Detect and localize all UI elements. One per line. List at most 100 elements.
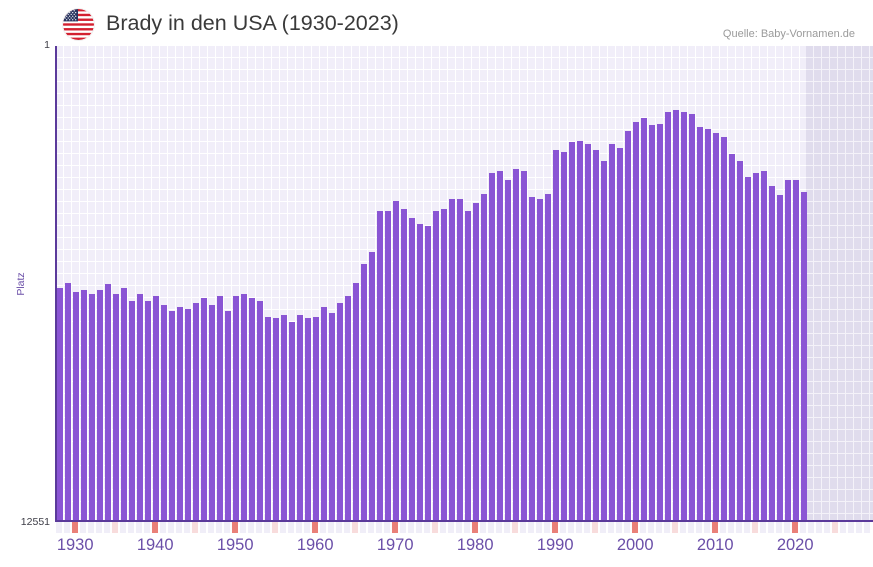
- bar[interactable]: [136, 293, 143, 521]
- bar[interactable]: [424, 225, 431, 521]
- bar[interactable]: [144, 301, 151, 521]
- bar[interactable]: [152, 295, 159, 521]
- bar[interactable]: [208, 305, 215, 521]
- bar[interactable]: [512, 168, 519, 521]
- bar[interactable]: [56, 288, 63, 521]
- x-axis-line: [55, 520, 873, 522]
- bar[interactable]: [496, 170, 503, 521]
- bar[interactable]: [480, 193, 487, 521]
- bar[interactable]: [784, 180, 791, 521]
- bar[interactable]: [592, 150, 599, 521]
- bar[interactable]: [488, 172, 495, 521]
- bar[interactable]: [176, 307, 183, 521]
- bar[interactable]: [240, 293, 247, 521]
- bar[interactable]: [168, 310, 175, 521]
- bar[interactable]: [624, 131, 631, 521]
- bar[interactable]: [88, 293, 95, 521]
- bar[interactable]: [184, 309, 191, 521]
- x-tick-mark: [496, 522, 503, 533]
- bar[interactable]: [648, 125, 655, 521]
- bar[interactable]: [456, 199, 463, 521]
- bar[interactable]: [728, 153, 735, 521]
- bar[interactable]: [440, 208, 447, 521]
- bar[interactable]: [336, 303, 343, 521]
- bar[interactable]: [464, 210, 471, 521]
- bar[interactable]: [192, 303, 199, 521]
- bar[interactable]: [672, 110, 679, 521]
- bar[interactable]: [696, 127, 703, 521]
- bar[interactable]: [584, 144, 591, 521]
- bar[interactable]: [232, 295, 239, 521]
- bar[interactable]: [304, 318, 311, 521]
- bar[interactable]: [520, 170, 527, 521]
- bar[interactable]: [216, 295, 223, 521]
- bar[interactable]: [272, 318, 279, 521]
- bar[interactable]: [200, 297, 207, 521]
- bar[interactable]: [744, 176, 751, 521]
- bar[interactable]: [528, 197, 535, 521]
- bar[interactable]: [416, 223, 423, 521]
- bar[interactable]: [160, 305, 167, 521]
- bar[interactable]: [352, 282, 359, 521]
- bar[interactable]: [560, 151, 567, 521]
- bar[interactable]: [800, 191, 807, 521]
- bar[interactable]: [256, 301, 263, 521]
- bar[interactable]: [96, 290, 103, 521]
- bar[interactable]: [720, 136, 727, 521]
- bar[interactable]: [112, 293, 119, 521]
- bar[interactable]: [344, 295, 351, 521]
- bar[interactable]: [128, 301, 135, 521]
- bar[interactable]: [472, 203, 479, 521]
- x-axis-tick-label: 2020: [776, 536, 814, 554]
- bar[interactable]: [704, 129, 711, 521]
- x-tick-mark: [744, 522, 751, 533]
- bar[interactable]: [368, 252, 375, 521]
- bar[interactable]: [776, 195, 783, 521]
- bar[interactable]: [608, 144, 615, 521]
- x-tick-mark: [328, 522, 335, 533]
- x-tick-mark: [352, 522, 359, 533]
- bar[interactable]: [760, 170, 767, 521]
- bar[interactable]: [544, 193, 551, 521]
- bar[interactable]: [680, 112, 687, 521]
- bar[interactable]: [104, 284, 111, 521]
- bar[interactable]: [280, 314, 287, 521]
- bar[interactable]: [80, 290, 87, 521]
- bar[interactable]: [328, 312, 335, 521]
- bar[interactable]: [640, 117, 647, 521]
- bar[interactable]: [296, 314, 303, 521]
- bar[interactable]: [736, 161, 743, 521]
- bar[interactable]: [376, 210, 383, 521]
- bar[interactable]: [384, 210, 391, 521]
- bar[interactable]: [264, 316, 271, 521]
- bar[interactable]: [72, 291, 79, 521]
- bar[interactable]: [656, 123, 663, 521]
- bar[interactable]: [616, 148, 623, 521]
- bar[interactable]: [768, 186, 775, 521]
- bar[interactable]: [600, 161, 607, 521]
- bar[interactable]: [224, 310, 231, 521]
- bar[interactable]: [664, 112, 671, 521]
- bar[interactable]: [504, 180, 511, 521]
- bar[interactable]: [552, 150, 559, 521]
- bar[interactable]: [288, 322, 295, 521]
- bar[interactable]: [792, 180, 799, 521]
- bar[interactable]: [120, 288, 127, 521]
- bar[interactable]: [312, 316, 319, 521]
- bar[interactable]: [408, 218, 415, 521]
- bar[interactable]: [688, 114, 695, 521]
- bar[interactable]: [64, 282, 71, 521]
- bar[interactable]: [432, 210, 439, 521]
- bar[interactable]: [248, 297, 255, 521]
- bar[interactable]: [400, 208, 407, 521]
- bar[interactable]: [360, 263, 367, 521]
- bar[interactable]: [392, 201, 399, 521]
- bar[interactable]: [576, 140, 583, 521]
- bar[interactable]: [320, 307, 327, 521]
- bar[interactable]: [752, 172, 759, 521]
- bar[interactable]: [568, 142, 575, 521]
- bar[interactable]: [536, 199, 543, 521]
- bar[interactable]: [448, 199, 455, 521]
- bar[interactable]: [712, 133, 719, 521]
- bar[interactable]: [632, 121, 639, 521]
